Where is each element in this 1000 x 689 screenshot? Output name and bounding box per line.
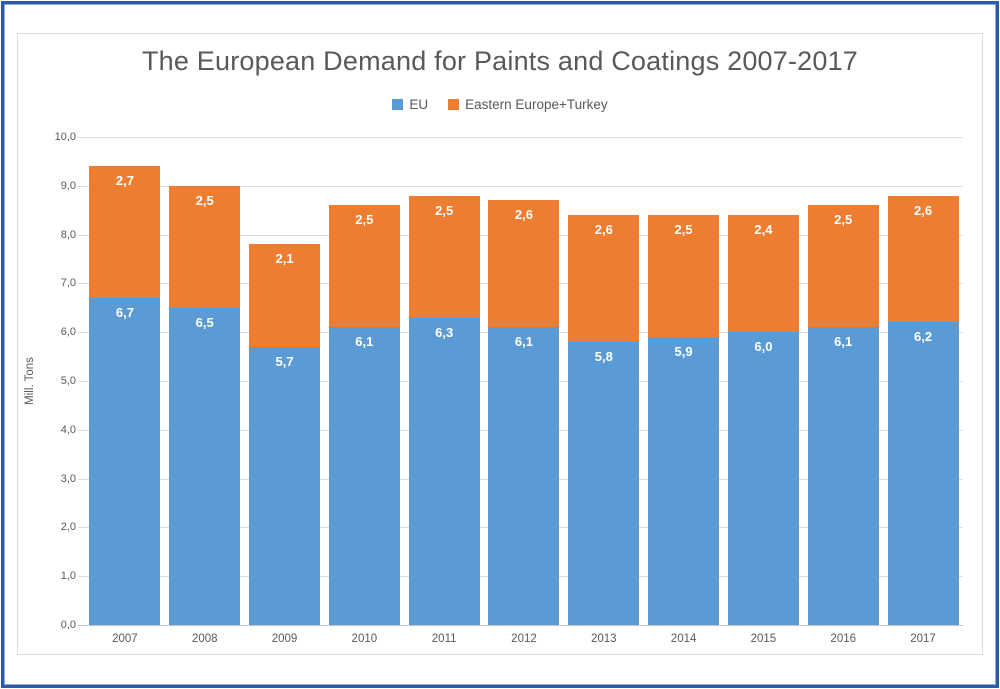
segment-eastern-europe-turkey-2012: 2,6 (488, 200, 560, 328)
data-label: 2,1 (275, 251, 294, 267)
data-label: 6,5 (195, 314, 214, 330)
segment-eastern-europe-turkey-2014: 2,5 (648, 215, 720, 338)
y-tick-3,0: 3,0 (60, 472, 76, 485)
segment-eastern-europe-turkey-2007: 2,7 (89, 166, 161, 299)
x-tick-2009: 2009 (271, 633, 298, 645)
x-tick-2017: 2017 (910, 633, 936, 645)
x-tick-2012: 2012 (511, 633, 537, 645)
plot-area: 2,7 6,7 2,5 6,5 2,1 5,7 2,5 6,1 2,5 6,3 2,6 6,1 2,6 5… (78, 137, 963, 626)
segment-eu-2013: 5,8 (568, 341, 640, 625)
data-label: 6,1 (514, 334, 533, 350)
segment-eu-2016: 6,1 (807, 327, 879, 625)
y-tick-6,0: 6,0 (60, 326, 76, 339)
y-tick-5,0: 5,0 (60, 375, 76, 387)
x-axis-tick-labels: 2007 2008 2009 2010 2011 2012 2013 2014 2015 2016… (85, 633, 963, 645)
segment-eastern-europe-turkey-2011: 2,5 (408, 195, 480, 318)
bar-2017: 2,6 6,2 (883, 137, 963, 625)
x-tick-2010: 2010 (351, 633, 378, 645)
data-label: 5,8 (594, 348, 613, 364)
gridline-10,0 (78, 137, 963, 138)
legend-item-eu: EU (392, 97, 428, 112)
segment-eastern-europe-turkey-2009: 2,1 (249, 244, 321, 347)
bar-2007: 2,7 6,7 (85, 137, 165, 625)
bar-2011: 2,5 6,3 (404, 137, 484, 625)
data-label: 5,7 (275, 353, 294, 369)
legend-label-eu: EU (409, 97, 429, 112)
x-tick-2008: 2008 (191, 633, 218, 645)
segment-eastern-europe-turkey-2015: 2,4 (727, 215, 799, 333)
data-label: 6,7 (115, 305, 134, 321)
bar-2009: 2,1 5,7 (245, 137, 325, 625)
data-label: 6,1 (355, 334, 374, 350)
legend-swatch-eastern-europe-turkey (448, 99, 460, 110)
segment-eu-2009: 5,7 (249, 346, 321, 625)
data-label: 6,3 (435, 324, 454, 340)
segment-eu-2015: 6,0 (727, 332, 799, 625)
bar-2016: 2,5 6,1 (803, 137, 883, 625)
legend: EU Eastern Europe+Turkey (0, 97, 1000, 112)
legend-swatch-eu (392, 99, 404, 110)
x-tick-2016: 2016 (830, 633, 857, 645)
data-label: 2,6 (514, 207, 533, 223)
gridline-0,0 (78, 625, 963, 626)
y-tick-7,0: 7,0 (60, 277, 76, 290)
y-axis-tick-labels: 0,0 1,0 2,0 3,0 4,0 5,0 6,0 7,0 8,0 9,0 10,0 (30, 131, 76, 631)
data-label: 2,5 (435, 202, 454, 218)
x-tick-2011: 2011 (431, 633, 457, 645)
legend-label-eastern-europe-turkey: Eastern Europe+Turkey (465, 97, 608, 112)
bar-2014: 2,5 5,9 (644, 137, 724, 625)
segment-eastern-europe-turkey-2008: 2,5 (169, 185, 241, 308)
x-tick-2014: 2014 (670, 633, 697, 645)
bar-2015: 2,4 6,0 (724, 137, 804, 625)
y-tick-9,0: 9,0 (60, 179, 76, 192)
bar-2010: 2,5 6,1 (324, 137, 404, 625)
segment-eu-2008: 6,5 (169, 307, 241, 625)
x-tick-2007: 2007 (112, 633, 138, 645)
data-label: 2,5 (195, 192, 214, 208)
data-label: 5,9 (674, 344, 693, 360)
segment-eu-2017: 6,2 (887, 322, 959, 625)
data-label: 6,0 (754, 339, 773, 355)
segment-eu-2012: 6,1 (488, 327, 560, 625)
data-label: 6,2 (913, 329, 933, 345)
data-label: 2,7 (115, 173, 134, 189)
bar-2013: 2,6 5,8 (564, 137, 644, 625)
segment-eu-2014: 5,9 (648, 337, 720, 625)
data-label: 2,6 (913, 202, 933, 218)
segment-eu-2011: 6,3 (408, 317, 480, 625)
segment-eastern-europe-turkey-2017: 2,6 (887, 195, 959, 323)
x-tick-2015: 2015 (750, 633, 777, 645)
data-label: 6,1 (834, 334, 853, 350)
data-label: 2,5 (834, 212, 853, 228)
y-tick-8,0: 8,0 (60, 228, 76, 241)
x-tick-2013: 2013 (590, 633, 617, 645)
data-label: 2,6 (594, 222, 613, 238)
segment-eastern-europe-turkey-2013: 2,6 (568, 215, 640, 342)
segment-eu-2007: 6,7 (89, 298, 161, 625)
segment-eastern-europe-turkey-2010: 2,5 (328, 205, 400, 328)
data-label: 2,5 (355, 212, 374, 228)
legend-item-eastern-europe-turkey: Eastern Europe+Turkey (448, 97, 608, 112)
gridline-9,0 (78, 185, 963, 187)
y-tick-4,0: 4,0 (60, 423, 76, 436)
y-tick-10,0: 10,0 (54, 131, 76, 143)
data-label: 2,4 (754, 222, 773, 238)
segment-eastern-europe-turkey-2016: 2,5 (807, 205, 879, 328)
chart-title: The European Demand for Paints and Coati… (141, 46, 859, 76)
segment-eu-2010: 6,1 (328, 327, 400, 625)
y-tick-0,0: 0,0 (60, 619, 76, 631)
y-tick-2,0: 2,0 (60, 521, 76, 534)
bars: 2,7 6,7 2,5 6,5 2,1 5,7 2,5 6,1 2,5 6,3 2,6 6,1 2,6 5… (85, 137, 963, 625)
y-tick-1,0: 1,0 (60, 570, 76, 583)
bar-2008: 2,5 6,5 (165, 137, 245, 625)
bar-2012: 2,6 6,1 (484, 137, 564, 625)
data-label: 2,5 (674, 222, 693, 238)
